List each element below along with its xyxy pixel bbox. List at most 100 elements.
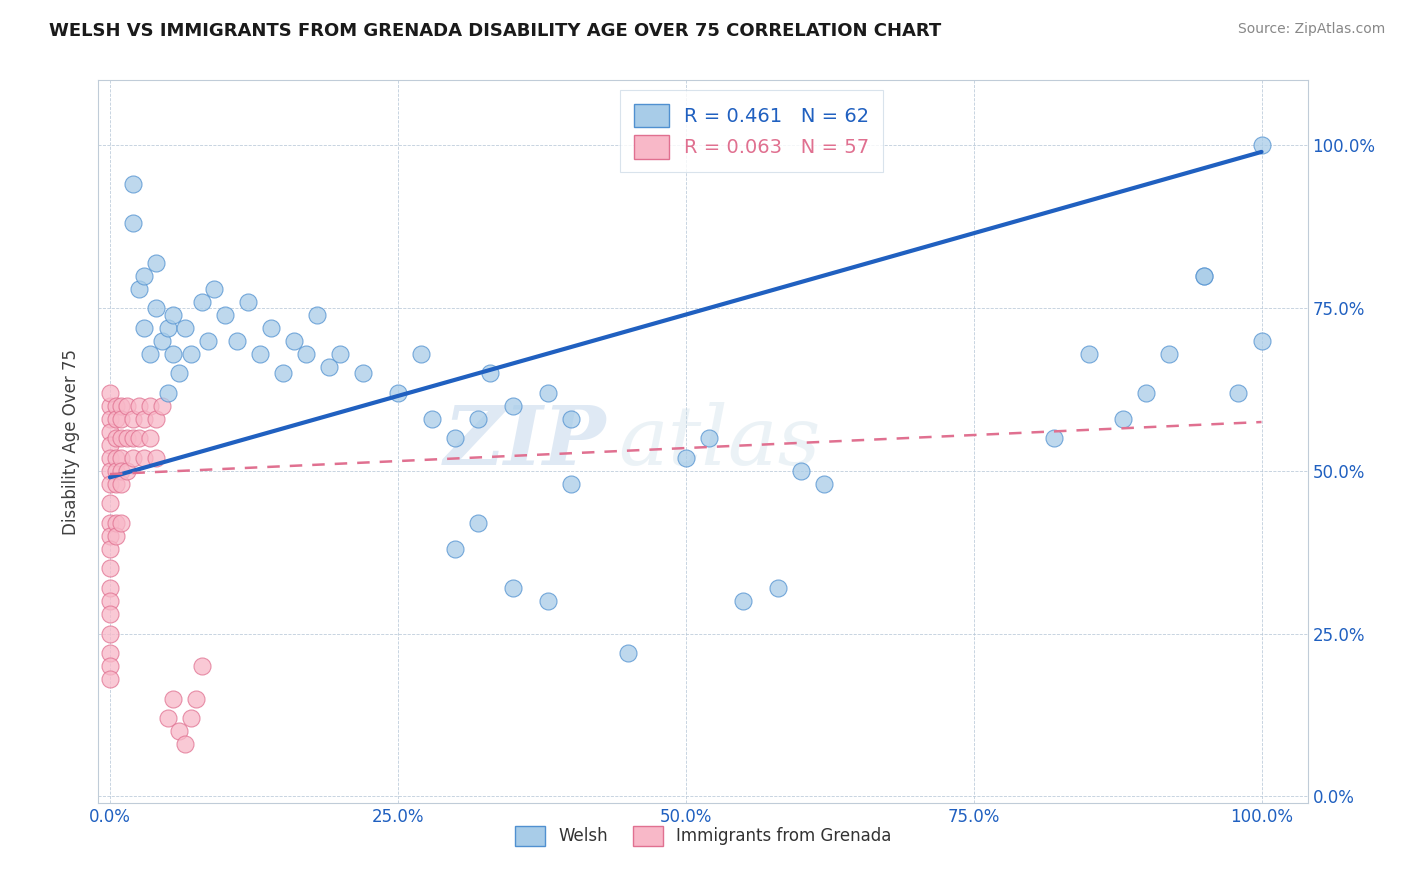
Point bbox=[1112, 411, 1135, 425]
Point bbox=[128, 399, 150, 413]
Y-axis label: Disability Age Over 75: Disability Age Over 75 bbox=[62, 349, 80, 534]
Point bbox=[1077, 346, 1099, 360]
Point bbox=[98, 672, 121, 686]
Point bbox=[98, 425, 121, 439]
Point bbox=[1159, 346, 1181, 360]
Point bbox=[156, 320, 179, 334]
Point bbox=[478, 366, 501, 380]
Point bbox=[560, 476, 582, 491]
Point bbox=[145, 255, 167, 269]
Point bbox=[98, 516, 121, 530]
Point bbox=[617, 646, 640, 660]
Point bbox=[98, 450, 121, 465]
Point bbox=[536, 594, 558, 608]
Point bbox=[98, 438, 121, 452]
Point bbox=[122, 431, 145, 445]
Point bbox=[128, 282, 150, 296]
Point bbox=[191, 659, 214, 673]
Point bbox=[150, 334, 173, 348]
Point bbox=[110, 516, 132, 530]
Point bbox=[560, 411, 582, 425]
Point bbox=[236, 294, 259, 309]
Point bbox=[180, 346, 202, 360]
Point bbox=[467, 516, 489, 530]
Point bbox=[128, 431, 150, 445]
Point bbox=[167, 366, 190, 380]
Point bbox=[115, 399, 138, 413]
Point bbox=[115, 464, 138, 478]
Point bbox=[98, 496, 121, 510]
Point bbox=[98, 541, 121, 556]
Text: WELSH VS IMMIGRANTS FROM GRENADA DISABILITY AGE OVER 75 CORRELATION CHART: WELSH VS IMMIGRANTS FROM GRENADA DISABIL… bbox=[49, 22, 942, 40]
Point bbox=[422, 411, 444, 425]
Point bbox=[110, 450, 132, 465]
Point bbox=[115, 431, 138, 445]
Point bbox=[186, 691, 208, 706]
Text: atlas: atlas bbox=[619, 401, 821, 482]
Point bbox=[162, 308, 184, 322]
Point bbox=[122, 450, 145, 465]
Point bbox=[110, 464, 132, 478]
Point bbox=[202, 282, 225, 296]
Point bbox=[197, 334, 219, 348]
Point bbox=[307, 308, 329, 322]
Point bbox=[352, 366, 374, 380]
Point bbox=[98, 385, 121, 400]
Point bbox=[790, 464, 813, 478]
Point bbox=[145, 301, 167, 315]
Point bbox=[104, 411, 127, 425]
Point bbox=[173, 320, 195, 334]
Point bbox=[150, 399, 173, 413]
Point bbox=[318, 359, 340, 374]
Point bbox=[110, 476, 132, 491]
Point bbox=[145, 411, 167, 425]
Point bbox=[110, 411, 132, 425]
Point bbox=[139, 399, 162, 413]
Point bbox=[98, 464, 121, 478]
Point bbox=[139, 346, 162, 360]
Point bbox=[104, 476, 127, 491]
Point bbox=[110, 431, 132, 445]
Point bbox=[134, 268, 156, 283]
Point bbox=[675, 450, 697, 465]
Point bbox=[98, 646, 121, 660]
Point bbox=[766, 581, 789, 595]
Point bbox=[98, 626, 121, 640]
Point bbox=[104, 450, 127, 465]
Point bbox=[162, 691, 184, 706]
Point bbox=[122, 217, 145, 231]
Point bbox=[329, 346, 352, 360]
Point bbox=[191, 294, 214, 309]
Point bbox=[139, 431, 162, 445]
Point bbox=[122, 411, 145, 425]
Point bbox=[1192, 268, 1215, 283]
Point bbox=[697, 431, 720, 445]
Point bbox=[409, 346, 432, 360]
Point bbox=[444, 431, 467, 445]
Point bbox=[104, 399, 127, 413]
Point bbox=[1250, 138, 1272, 153]
Point bbox=[98, 561, 121, 575]
Point bbox=[1043, 431, 1066, 445]
Point bbox=[145, 450, 167, 465]
Point bbox=[156, 711, 179, 725]
Point bbox=[813, 476, 835, 491]
Point bbox=[294, 346, 316, 360]
Point bbox=[98, 659, 121, 673]
Point bbox=[98, 607, 121, 621]
Point bbox=[134, 320, 156, 334]
Point bbox=[467, 411, 489, 425]
Point bbox=[387, 385, 409, 400]
Point bbox=[180, 711, 202, 725]
Point bbox=[156, 385, 179, 400]
Point bbox=[214, 308, 236, 322]
Point bbox=[249, 346, 271, 360]
Point bbox=[167, 724, 190, 739]
Point bbox=[98, 411, 121, 425]
Point bbox=[444, 541, 467, 556]
Point bbox=[1192, 268, 1215, 283]
Point bbox=[502, 581, 524, 595]
Point bbox=[104, 431, 127, 445]
Point bbox=[271, 366, 294, 380]
Point bbox=[98, 399, 121, 413]
